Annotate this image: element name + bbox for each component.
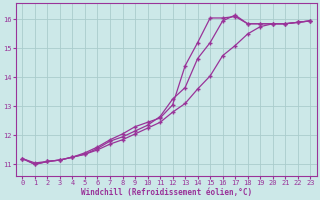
X-axis label: Windchill (Refroidissement éolien,°C): Windchill (Refroidissement éolien,°C) <box>81 188 252 197</box>
